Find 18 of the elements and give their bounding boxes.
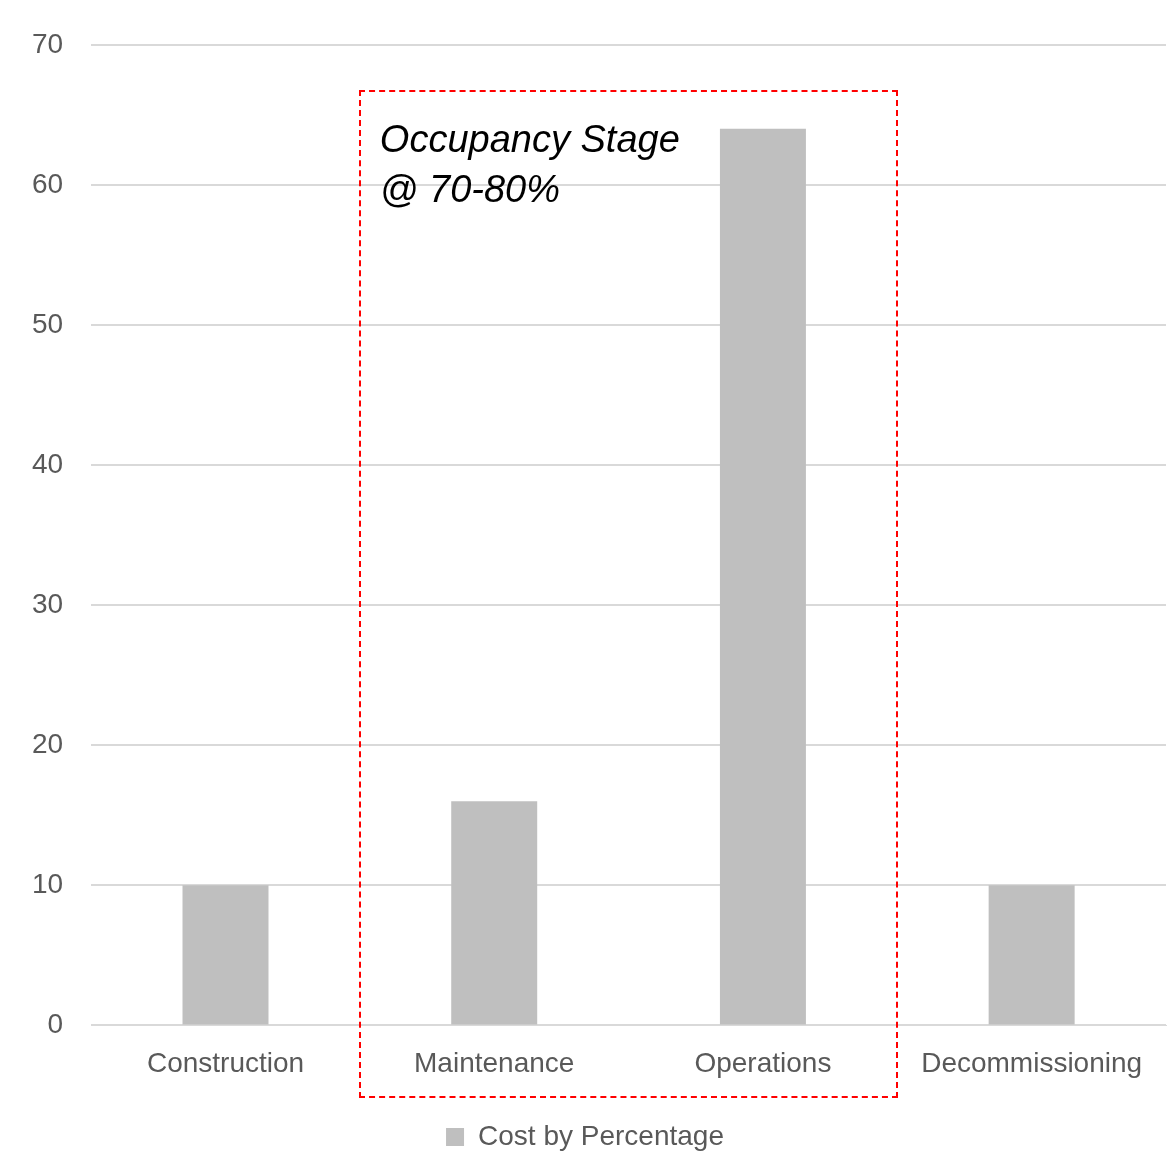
x-tick-label: Maintenance [414,1046,575,1078]
y-tick-label: 20 [31,727,64,759]
x-tick-label: Operations [694,1046,832,1078]
y-tick-label: 70 [31,27,64,59]
y-tick-label: 0 [47,1008,64,1040]
y-tick-label: 60 [31,167,64,199]
y-tick-label: 40 [31,447,64,479]
bar [988,885,1075,1025]
bar [182,885,269,1025]
y-tick-label: 50 [31,307,64,339]
bar [719,128,806,1025]
annotation: Occupancy Stage @ 70-80% [379,118,680,211]
x-tick-label: Construction [146,1046,305,1078]
y-tick-label: 10 [31,868,64,900]
y-tick-label: 30 [31,587,64,619]
bar [451,801,538,1025]
x-tick-label: Decommissioning [921,1046,1143,1078]
legend-label: Cost by Percentage [478,1119,724,1151]
